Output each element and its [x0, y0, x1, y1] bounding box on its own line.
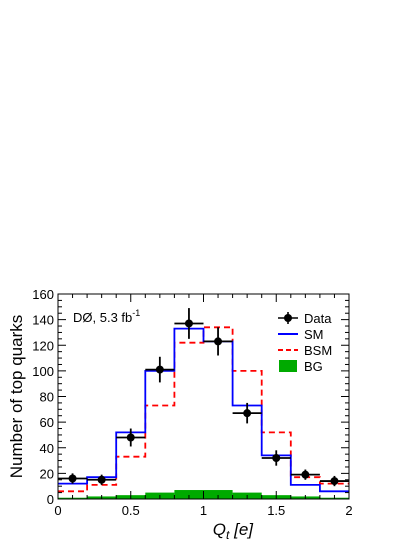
sm-step-line: [58, 327, 349, 493]
x-tick-label: 0: [54, 503, 61, 518]
y-tick-label: 120: [32, 338, 54, 353]
y-tick-label: 60: [40, 415, 54, 430]
x-tick-label: 1: [200, 503, 207, 518]
x-axis-label-subscript: t: [226, 528, 230, 542]
legend-label-bsm: BSM: [304, 343, 332, 358]
x-tick-label: 0.5: [122, 503, 140, 518]
sm-histogram: [58, 327, 349, 493]
x-tick-label: 2: [345, 503, 352, 518]
data-point: [243, 409, 252, 418]
y-axis-label: Number of top quarks: [7, 315, 26, 478]
annotation-superscript: -1: [132, 308, 140, 318]
x-axis-label-main: Q: [213, 520, 226, 539]
y-tick-label: 40: [40, 441, 54, 456]
experiment-annotation: DØ, 5.3 fb-1: [73, 308, 140, 325]
y-tick-label: 0: [47, 492, 54, 507]
y-tick-label: 140: [32, 313, 54, 328]
data-point: [214, 337, 223, 346]
data-point: [184, 319, 193, 328]
data-point: [272, 454, 281, 462]
annotation-text: DØ, 5.3 fb: [73, 310, 132, 325]
data-point: [330, 477, 339, 486]
legend-data-marker: [284, 314, 292, 322]
bg-bar: [174, 490, 204, 499]
y-tick-label: 20: [40, 466, 54, 481]
data-point: [301, 470, 310, 479]
data-point: [126, 433, 135, 442]
x-tick-label: 1.5: [267, 503, 285, 518]
data-points: [58, 308, 349, 487]
axes: 0 20 40 60 80 100 120 140 160 0 0.5 1 1.5 2: [32, 287, 352, 518]
x-axis-label: Qt [e]: [213, 520, 254, 542]
y-tick-label: 160: [32, 287, 54, 302]
x-axis-label-unit: [e]: [229, 520, 254, 539]
data-point: [97, 475, 106, 484]
data-point: [155, 365, 164, 374]
legend-label-bg: BG: [304, 359, 323, 374]
legend-label-data: Data: [304, 311, 332, 326]
data-point: [68, 474, 77, 483]
legend-label-sm: SM: [304, 327, 324, 342]
y-tick-label: 100: [32, 364, 54, 379]
y-tick-label: 80: [40, 390, 54, 405]
legend-bg-swatch: [279, 360, 297, 372]
bg-bar: [203, 490, 233, 499]
